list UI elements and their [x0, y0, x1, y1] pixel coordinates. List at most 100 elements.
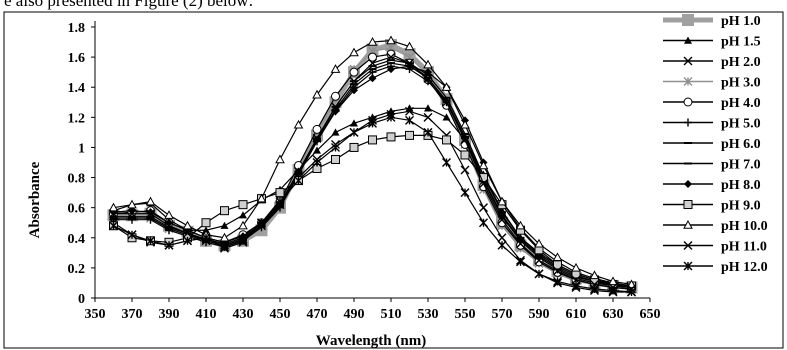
- data-point: [183, 236, 192, 246]
- data-point: [626, 279, 637, 289]
- data-point: [405, 106, 414, 116]
- y-tick-label: 0.6: [68, 202, 86, 217]
- x-tick-label: 410: [196, 307, 217, 322]
- data-point: [589, 270, 600, 280]
- data-point: [684, 180, 692, 188]
- data-point: [350, 119, 358, 127]
- data-point: [460, 150, 470, 160]
- data-point: [127, 209, 137, 219]
- y-tick-label: 1: [78, 141, 85, 156]
- data-point: [386, 132, 396, 142]
- data-point: [590, 284, 599, 294]
- data-point: [553, 276, 562, 286]
- legend-entry: pH 11.0: [663, 240, 767, 255]
- x-tick-label: 510: [381, 307, 402, 322]
- data-point: [312, 158, 322, 167]
- data-point: [515, 220, 526, 230]
- y-tick-label: 1.2: [68, 111, 86, 126]
- data-point: [534, 238, 544, 248]
- legend-label: pH 2.0: [721, 55, 761, 70]
- series-ph-10-0: [108, 35, 637, 289]
- data-point: [349, 76, 359, 86]
- y-axis-title: Absorbance: [27, 161, 43, 238]
- legend-label: pH 3.0: [721, 76, 761, 91]
- series-ph-12-0: [109, 112, 636, 297]
- data-point: [683, 241, 693, 250]
- data-point: [146, 236, 155, 246]
- data-point: [367, 37, 378, 46]
- legend-entry: pH 12.0: [663, 260, 768, 275]
- data-point: [684, 118, 692, 127]
- data-point: [275, 197, 285, 207]
- data-point: [127, 199, 137, 209]
- data-point: [145, 196, 156, 206]
- data-point: [516, 257, 525, 267]
- data-point: [275, 188, 285, 198]
- data-point: [368, 52, 377, 62]
- data-point: [608, 276, 618, 286]
- legend-label: pH 4.0: [721, 96, 761, 111]
- data-point: [460, 165, 470, 175]
- legend-label: pH 1.0: [721, 14, 761, 29]
- x-tick-label: 490: [344, 307, 365, 322]
- data-point: [460, 119, 470, 129]
- data-point: [405, 115, 414, 125]
- data-point: [479, 218, 488, 228]
- data-point: [331, 91, 340, 101]
- legend-entry: pH 9.0: [663, 199, 761, 214]
- data-point: [164, 240, 174, 250]
- data-point: [349, 142, 359, 152]
- data-point: [330, 64, 341, 73]
- data-point: [294, 167, 303, 177]
- x-tick-label: 650: [640, 307, 661, 322]
- data-point: [479, 179, 488, 189]
- data-point: [256, 193, 267, 203]
- legend-label: pH 12.0: [721, 260, 768, 275]
- data-point: [239, 211, 247, 219]
- legend-entry: pH 5.0: [663, 117, 761, 132]
- data-point: [257, 218, 266, 228]
- data-point: [312, 89, 322, 99]
- data-point: [368, 58, 377, 68]
- y-tick-label: 1.8: [68, 21, 86, 36]
- x-tick-label: 470: [307, 307, 328, 322]
- legend-entry: pH 4.0: [663, 96, 761, 111]
- legend-entry: pH 7.0: [663, 158, 761, 173]
- legend-entry: pH 8.0: [663, 178, 761, 193]
- data-point: [220, 206, 229, 216]
- y-tick-label: 0.4: [68, 232, 86, 247]
- data-point: [219, 232, 230, 242]
- legend-entry: pH 1.5: [663, 35, 761, 50]
- data-point: [627, 287, 636, 297]
- data-point: [423, 59, 433, 69]
- data-point: [201, 233, 211, 243]
- data-point: [127, 230, 137, 240]
- legend-label: pH 10.0: [721, 219, 768, 234]
- data-point: [497, 215, 507, 225]
- data-point: [497, 240, 507, 250]
- data-point: [146, 209, 155, 219]
- data-point: [183, 228, 192, 238]
- data-point: [683, 77, 693, 86]
- axes: 0 0.2 0.4 0.6 0.8 1 1.2 1.4 1.6 1.8 350 370 390 410 43…: [68, 21, 661, 322]
- legend-entry: pH 1.0: [663, 14, 761, 29]
- data-point: [349, 67, 359, 77]
- data-point: [387, 65, 395, 74]
- legend-entry: pH 3.0: [663, 76, 761, 91]
- legend-label: pH 1.5: [721, 35, 761, 50]
- x-tick-label: 530: [418, 307, 439, 322]
- legend-label: pH 5.0: [721, 117, 761, 132]
- data-point: [684, 36, 692, 44]
- data-point: [683, 261, 693, 271]
- y-tick-label: 1.6: [68, 51, 86, 66]
- data-point: [479, 203, 488, 213]
- data-point: [386, 112, 396, 122]
- data-point: [238, 236, 248, 246]
- data-point: [331, 128, 340, 136]
- legend-label: pH 11.0: [721, 240, 767, 255]
- data-point: [423, 112, 433, 122]
- data-point: [275, 154, 285, 164]
- data-point: [312, 133, 322, 143]
- data-point: [460, 188, 470, 198]
- data-point: [683, 97, 693, 107]
